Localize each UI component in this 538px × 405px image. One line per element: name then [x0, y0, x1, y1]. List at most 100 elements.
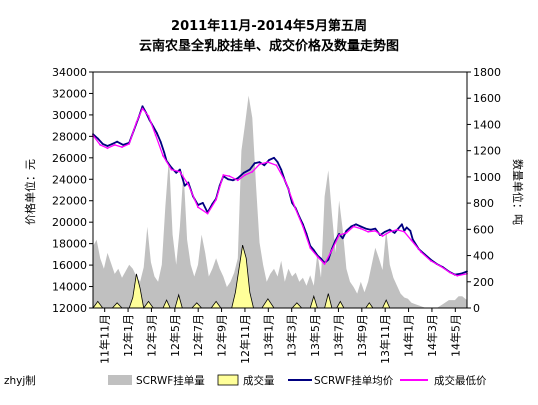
series-2-point-15 — [159, 140, 162, 143]
series-2-point-6 — [122, 144, 125, 146]
series-2-point-34 — [242, 171, 245, 174]
series-2-point-3 — [106, 145, 109, 147]
left-tick-label-5: 24000 — [52, 173, 87, 186]
plot-frame — [92, 71, 468, 309]
series-3-point-26 — [294, 208, 297, 211]
series-area-0 — [93, 95, 467, 308]
right-tick-label-9: 0 — [473, 302, 480, 315]
series-2-point-61 — [350, 225, 353, 228]
x-tick-label-8: 13年3月 — [285, 314, 299, 357]
series-3-point-47 — [456, 274, 459, 277]
series-2-point-64 — [364, 227, 367, 230]
x-axis: 11年11月 12年1月 12年3月 12年5月 12年7月 12年9月 12年11月 13年… — [98, 308, 462, 364]
right-tick-label-4: 1000 — [473, 171, 501, 184]
series-2-point-25 — [201, 202, 204, 204]
series-2-point-4 — [111, 143, 114, 145]
series-2-point-71 — [397, 227, 400, 230]
left-tick-label-3: 28000 — [52, 130, 87, 143]
x-tick-label-5: 12年9月 — [215, 314, 229, 357]
series-2-point-66 — [374, 227, 377, 230]
series-3-point-4 — [121, 146, 123, 149]
x-tick-label-6: 12年11月 — [238, 314, 252, 364]
series-2-point-41 — [276, 161, 279, 164]
legend-label-listing-volume: SCRWF挂单量 — [136, 374, 205, 387]
plot-area — [92, 95, 468, 309]
right-tick-label-6: 600 — [473, 223, 494, 236]
series-3-point-20 — [244, 174, 246, 176]
series-3-point-18 — [228, 175, 231, 178]
x-tick-label-10: 13年7月 — [331, 314, 345, 357]
series-2-point-36 — [253, 162, 256, 165]
series-2-point-74 — [405, 226, 408, 229]
x-tick-label-1: 12年1月 — [121, 314, 135, 357]
right-tick-label-8: 200 — [473, 276, 494, 289]
x-tick-label-13: 14年1月 — [402, 314, 416, 357]
chart-title-line-2: 云南农垦全乳胶挂单、成交价格及数量走势图 — [139, 38, 399, 54]
right-axis-label: 数量单位：吨 — [511, 159, 525, 225]
legend-label-listing-avg-price: SCRWF挂单均价 — [314, 374, 394, 387]
right-tick-label-7: 400 — [473, 250, 494, 263]
series-3-point-13 — [187, 183, 190, 186]
series-3-point-2 — [106, 147, 109, 150]
series-3-point-9 — [154, 134, 157, 137]
series-3-point-41 — [403, 230, 406, 233]
series-3-point-3 — [113, 144, 116, 146]
series-3-point-34 — [352, 225, 355, 228]
series-3-point-35 — [359, 227, 362, 230]
series-3-point-8 — [147, 115, 150, 117]
series-3-point-37 — [374, 229, 377, 232]
series-2-point-38 — [263, 164, 266, 167]
series-2-point-35 — [248, 168, 251, 171]
series-3-point-11 — [170, 168, 173, 171]
series-3-point-32 — [338, 234, 340, 237]
x-tick-label-2: 12年3月 — [144, 314, 158, 357]
series-3-point-15 — [206, 212, 209, 215]
x-tick-label-9: 13年5月 — [308, 314, 322, 357]
series-3-point-7 — [141, 107, 144, 110]
legend-swatch-listing-volume — [108, 375, 132, 385]
series-3-point-6 — [135, 121, 138, 124]
series-2-point-62 — [355, 223, 357, 226]
series-2-point-32 — [232, 179, 234, 182]
series-3-point-40 — [396, 228, 398, 231]
series-3-point-38 — [381, 235, 384, 238]
series-3-point-33 — [345, 232, 348, 234]
series-2-point-70 — [393, 232, 396, 234]
series-2-point-51 — [312, 249, 315, 252]
x-tick-label-11: 13年9月 — [355, 314, 369, 357]
left-tick-label-4: 26000 — [52, 152, 87, 165]
series-3-point-25 — [285, 181, 287, 184]
series-3-point-1 — [99, 144, 102, 146]
series-3-point-42 — [410, 239, 413, 242]
series-2-point-16 — [163, 151, 166, 154]
left-tick-label-10: 14000 — [52, 281, 87, 294]
series-3-point-17 — [222, 174, 225, 176]
series-3-point-27 — [302, 225, 304, 228]
series-2-point-40 — [273, 156, 275, 159]
legend-label-deal-volume: 成交量 — [243, 374, 275, 387]
series-3-point-10 — [162, 154, 164, 157]
x-tick-label-12: 13年11月 — [378, 314, 392, 364]
chart-title-line-1: 2011年11月-2014年5月第五周 — [171, 18, 367, 34]
series-2-point-14 — [156, 132, 158, 135]
series-area-1 — [92, 244, 467, 309]
series-3-point-36 — [367, 230, 369, 233]
series-2-point-19 — [175, 171, 178, 174]
left-tick-label-2: 30000 — [52, 109, 87, 122]
series-3-point-24 — [275, 164, 278, 167]
right-tick-label-3: 1200 — [473, 145, 501, 158]
legend-swatch-deal-volume — [217, 374, 239, 386]
series-2-point-55 — [327, 258, 330, 261]
x-tick-label-14: 14年3月 — [425, 314, 439, 357]
left-tick-label-6: 22000 — [52, 195, 87, 208]
series-2-point-39 — [268, 159, 270, 161]
series-3-point-31 — [331, 249, 333, 252]
series-3-point-44 — [429, 259, 432, 262]
x-tick-label-15: 14年5月 — [448, 314, 462, 357]
series-2-point-1 — [96, 137, 99, 140]
left-axis: 34000 32000 30000 28000 26000 24000 22000 20000… — [52, 66, 93, 315]
series-2-point-75 — [409, 229, 412, 232]
series-2-point-84 — [460, 272, 462, 275]
